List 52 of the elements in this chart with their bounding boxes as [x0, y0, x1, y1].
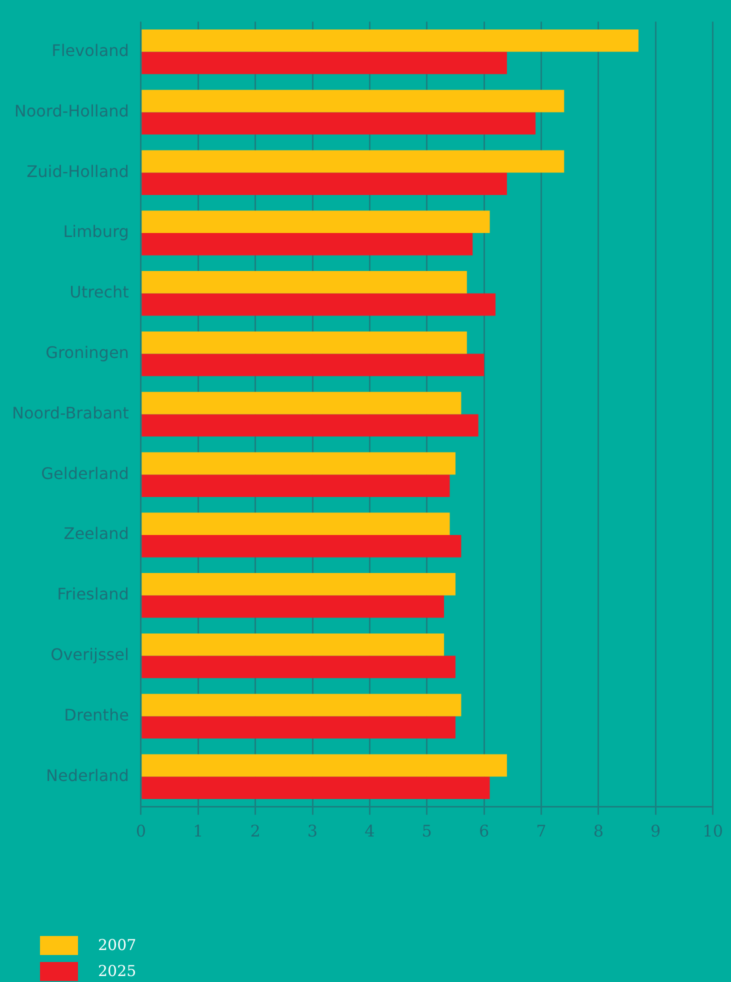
bar — [142, 331, 467, 354]
bar — [142, 512, 450, 535]
bar — [142, 595, 444, 618]
bar — [142, 633, 444, 656]
y-tick-label: Drenthe — [64, 705, 129, 724]
bar — [142, 29, 638, 52]
x-tick-label: 1 — [193, 822, 204, 841]
y-tick-label: Nederland — [46, 766, 129, 785]
y-tick-label: Overijssel — [50, 644, 129, 664]
bar — [142, 233, 473, 256]
y-tick-label: Flevoland — [52, 40, 129, 60]
bar — [142, 150, 564, 173]
bar — [142, 52, 507, 74]
bar — [142, 716, 456, 739]
x-tick-label: 2 — [250, 822, 260, 841]
bar — [142, 172, 507, 195]
x-tick-label: 0 — [136, 822, 146, 841]
y-tick-label: Noord-Holland — [14, 101, 129, 120]
x-tick-label: 8 — [593, 822, 604, 841]
x-tick-label: 7 — [536, 822, 546, 841]
legend-label: 2025 — [98, 962, 136, 980]
bar — [142, 656, 456, 678]
y-tick-label: Noord-Brabant — [12, 403, 129, 422]
y-tick-label: Zeeland — [64, 524, 129, 544]
x-tick-label: 5 — [422, 822, 432, 841]
y-tick-label: Zuid-Holland — [26, 162, 129, 181]
bar — [142, 754, 507, 777]
y-tick-label: Groningen — [46, 342, 129, 362]
bar — [142, 354, 484, 376]
bar — [142, 414, 478, 437]
x-tick-label: 3 — [307, 822, 318, 841]
y-tick-label: Friesland — [57, 584, 129, 604]
bar — [142, 293, 496, 316]
x-tick-label: 4 — [364, 822, 375, 841]
bar — [142, 573, 456, 596]
bar — [142, 535, 462, 558]
bar — [142, 392, 462, 414]
y-tick-label: Limburg — [63, 222, 129, 242]
y-tick-label: Gelderland — [41, 464, 129, 483]
bar — [142, 694, 462, 716]
bar — [142, 452, 456, 475]
bar — [142, 112, 536, 135]
x-tick-label: 6 — [478, 822, 490, 841]
bar — [142, 90, 564, 112]
legend-label: 2007 — [98, 936, 136, 954]
bar — [142, 271, 467, 294]
x-tick-label: 10 — [702, 822, 723, 841]
bar — [142, 210, 490, 233]
x-tick-label: 9 — [650, 822, 661, 841]
y-tick-label: Utrecht — [70, 282, 129, 302]
bar — [142, 474, 450, 497]
bar — [142, 776, 490, 799]
